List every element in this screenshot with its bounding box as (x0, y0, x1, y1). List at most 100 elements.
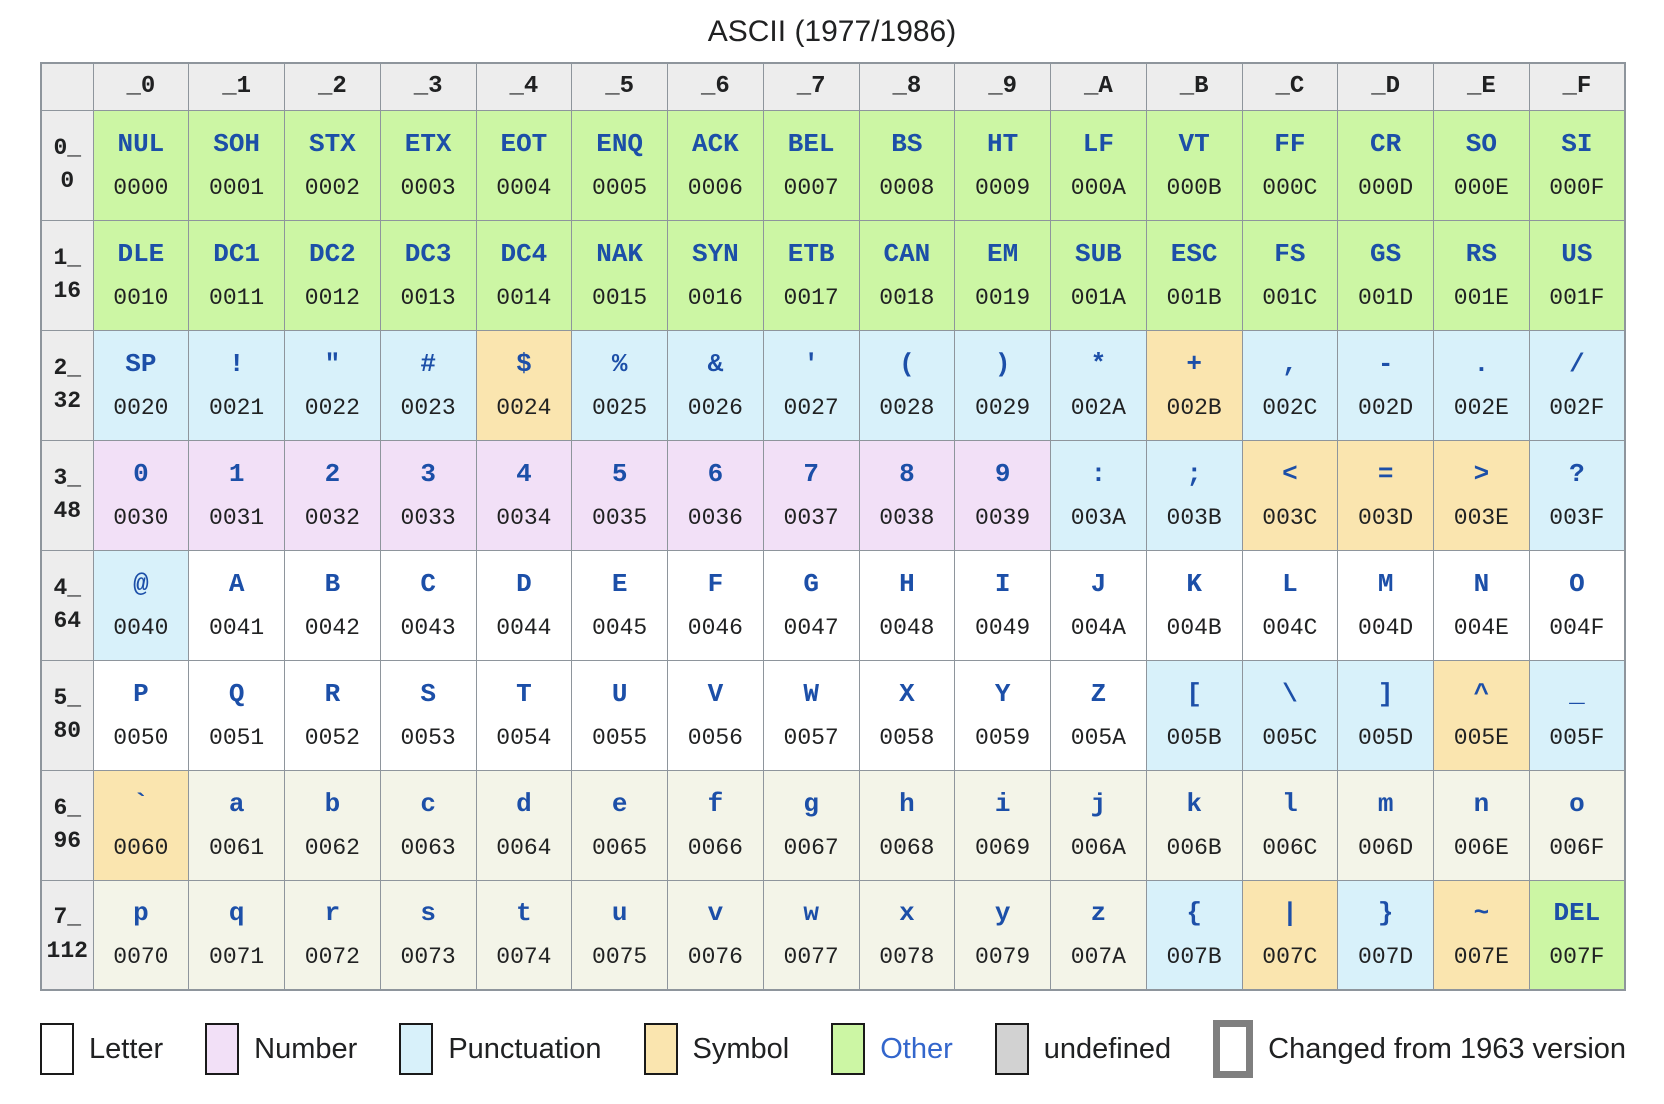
char-glyph: ] (1377, 678, 1394, 709)
char-code: 0054 (496, 724, 552, 751)
row-header-1_: 1_ 16 (40, 219, 94, 331)
ascii-cell-0046: F 0046 (667, 549, 764, 661)
char-code: 003B (1166, 504, 1222, 531)
row-header-dec: 48 (53, 498, 82, 524)
row-header-hex: 1_ (53, 244, 82, 271)
char-code: 002A (1070, 394, 1126, 421)
col-header-_0: _0 (92, 62, 190, 111)
ascii-cell-0066: f 0066 (667, 769, 764, 881)
char-glyph: BEL (787, 128, 835, 159)
row-header-hex: 5_ (53, 684, 82, 711)
char-glyph: n (1473, 788, 1490, 819)
ascii-cell-0002: STX 0002 (284, 109, 381, 221)
char-code: 005A (1070, 724, 1126, 751)
char-glyph: m (1377, 788, 1394, 819)
ascii-cell-002F: / 002F (1528, 329, 1626, 441)
char-code: 006E (1453, 834, 1509, 861)
col-header-_7: _7 (762, 62, 860, 111)
char-code: 0069 (975, 834, 1031, 861)
char-code: 0001 (209, 174, 265, 201)
char-glyph: M (1377, 568, 1394, 599)
char-code: 003E (1453, 504, 1509, 531)
char-code: 007E (1453, 944, 1509, 971)
char-code: 0016 (687, 284, 743, 311)
ascii-cell-0025: % 0025 (571, 329, 668, 441)
char-code: 0017 (783, 284, 839, 311)
char-code: 005E (1453, 724, 1509, 751)
ascii-cell-0005: ENQ 0005 (571, 109, 668, 221)
char-code: 004F (1549, 614, 1605, 641)
ascii-cell-0062: b 0062 (284, 769, 381, 881)
char-code: 0040 (113, 614, 169, 641)
char-glyph: K (1186, 568, 1202, 599)
ascii-cell-0029: ) 0029 (954, 329, 1051, 441)
char-code: 0064 (496, 834, 552, 861)
char-code: 002C (1262, 394, 1318, 421)
table-header-row: _0 _1 _2 _3 _4 _5 _6 _7 _8 _9 _A _B _C _D _E _F (40, 62, 1626, 111)
ascii-cell-003E: >003E (1433, 439, 1530, 551)
ascii-cell-0009: HT 0009 (954, 109, 1051, 221)
legend-item-undef: undefined (994, 1023, 1171, 1075)
char-code: 007B (1166, 944, 1222, 971)
char-glyph: V (707, 678, 724, 709)
char-glyph: l (1282, 788, 1298, 819)
char-code: 000C (1262, 174, 1318, 201)
ascii-cell-007C: | 007C (1241, 879, 1339, 991)
char-code: 0072 (304, 944, 360, 971)
char-glyph: DLE (117, 238, 165, 269)
char-code: 0051 (209, 724, 265, 751)
char-glyph: @ (133, 568, 149, 599)
row-header-hex: 2_ (53, 354, 82, 381)
char-code: 0065 (592, 834, 648, 861)
legend-swatch-other (831, 1023, 866, 1075)
char-glyph: $ (516, 348, 532, 379)
char-glyph: US (1561, 238, 1593, 269)
ascii-cell-0016: SYN 0016 (667, 219, 764, 331)
char-code: 0058 (879, 724, 935, 751)
char-code: 0057 (783, 724, 839, 751)
char-glyph: RS (1465, 238, 1497, 269)
char-glyph: DC1 (213, 238, 261, 269)
char-glyph: H (899, 568, 915, 599)
char-code: 003C (1262, 504, 1318, 531)
ascii-cell-0059: Y 0059 (954, 659, 1051, 771)
char-code: 0023 (400, 394, 456, 421)
ascii-cell-0068: h 0068 (858, 769, 956, 881)
legend-swatch-punct (399, 1023, 434, 1075)
char-code: 0033 (400, 504, 456, 531)
char-code: 0013 (400, 284, 456, 311)
char-glyph: 9 (994, 458, 1011, 489)
char-glyph: SOH (213, 128, 261, 159)
char-glyph: SUB (1074, 238, 1122, 269)
char-glyph: BS (891, 128, 923, 159)
ascii-cell-000B: VT 000B (1145, 109, 1243, 221)
char-glyph: t (516, 898, 532, 929)
legend-item-other: Other (831, 1023, 953, 1075)
char-code: 003F (1549, 504, 1605, 531)
char-code: 0061 (209, 834, 265, 861)
char-glyph: % (611, 348, 628, 379)
char-glyph: STX (308, 128, 356, 159)
legend-label-number: Number (254, 1032, 358, 1065)
char-code: 0041 (209, 614, 265, 641)
char-code: 0029 (975, 394, 1031, 421)
char-glyph: X (899, 678, 915, 709)
char-glyph: DEL (1553, 898, 1601, 929)
char-glyph: ( (899, 348, 915, 379)
legend-label-punct: Punctuation (448, 1032, 602, 1065)
char-glyph: O (1569, 568, 1585, 599)
ascii-cell-0018: CAN 0018 (858, 219, 956, 331)
ascii-cell-0076: v 0076 (667, 879, 764, 991)
ascii-cell-002E: . 002E (1433, 329, 1530, 441)
ascii-cell-007A: z 007A (1050, 879, 1147, 991)
char-code: 0077 (783, 944, 839, 971)
ascii-cell-0063: c 0063 (379, 769, 477, 881)
legend-label-other[interactable]: Other (880, 1032, 953, 1065)
char-glyph: } (1377, 898, 1394, 929)
ascii-cell-0055: U 0055 (571, 659, 668, 771)
ascii-cell-0042: B 0042 (284, 549, 381, 661)
char-glyph: * (1090, 348, 1107, 379)
row-header-dec: 96 (53, 828, 82, 854)
char-glyph: 1 (228, 458, 245, 489)
char-code: 0071 (209, 944, 265, 971)
